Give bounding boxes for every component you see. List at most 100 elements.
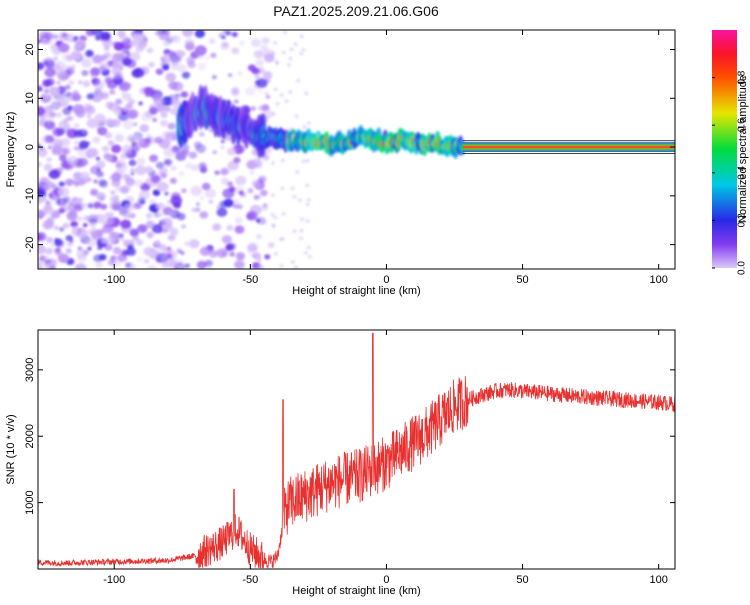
- noise-blob: [87, 177, 92, 182]
- noise-blob: [38, 147, 48, 158]
- noise-blob: [227, 242, 237, 251]
- noise-blob: [59, 68, 67, 75]
- noise-blob: [95, 160, 106, 169]
- noise-blob: [75, 109, 86, 118]
- noise-blob: [155, 103, 166, 113]
- noise-blob: [133, 122, 138, 127]
- noise-blob: [145, 133, 151, 138]
- heatmap-frame: [37, 29, 676, 270]
- noise-blob: [245, 87, 256, 96]
- noise-blob: [119, 237, 125, 242]
- noise-blob: [287, 63, 291, 67]
- noise-blob: [156, 30, 166, 35]
- noise-blob: [136, 239, 144, 246]
- noise-blob: [291, 260, 295, 264]
- noise-blob: [260, 44, 268, 51]
- noise-blob: [50, 242, 56, 248]
- noise-blobs: [38, 30, 312, 269]
- noise-blob: [58, 226, 65, 232]
- noise-blob: [181, 71, 191, 79]
- noise-blob: [302, 125, 307, 129]
- noise-blob: [154, 227, 162, 233]
- noise-blob: [158, 167, 168, 175]
- noise-blob: [65, 178, 74, 186]
- noise-blob: [180, 91, 189, 98]
- noise-blob: [181, 149, 190, 156]
- noise-blob: [86, 147, 99, 158]
- noise-blob: [126, 51, 131, 56]
- noise-blob: [82, 223, 88, 228]
- noise-blob: [113, 108, 122, 115]
- noise-blob: [228, 73, 233, 77]
- noise-blob: [162, 64, 170, 71]
- noise-blob: [233, 99, 239, 104]
- noise-blob: [130, 168, 136, 173]
- noise-blob: [164, 106, 171, 112]
- noise-blob: [92, 136, 101, 144]
- noise-blob: [122, 119, 134, 130]
- noise-blob: [258, 88, 263, 93]
- colorbar: [712, 30, 737, 268]
- noise-blob: [76, 216, 83, 222]
- noise-blob: [134, 179, 144, 188]
- noise-blob: [112, 246, 122, 255]
- noise-blob: [260, 189, 268, 197]
- noise-blob: [64, 84, 71, 90]
- noise-blob: [71, 196, 81, 205]
- noise-blob: [233, 157, 241, 164]
- noise-blob: [307, 121, 311, 125]
- noise-blob: [95, 261, 103, 269]
- noise-blob: [102, 53, 110, 60]
- noise-blob: [120, 152, 129, 160]
- noise-blob: [129, 228, 139, 237]
- noise-blob: [157, 211, 165, 218]
- noise-blob: [196, 260, 207, 269]
- noise-blob: [110, 190, 116, 195]
- noise-blob: [71, 93, 82, 102]
- noise-blob: [117, 253, 128, 262]
- noise-blob: [236, 204, 243, 210]
- noise-blob: [121, 57, 133, 66]
- noise-blob: [45, 247, 54, 255]
- noise-blob: [115, 98, 123, 105]
- noise-blob: [56, 197, 68, 207]
- noise-blob: [102, 40, 108, 45]
- noise-blob: [255, 59, 264, 67]
- noise-blob: [181, 188, 187, 193]
- noise-blob: [126, 134, 136, 143]
- noise-blob: [132, 235, 139, 241]
- noise-blob: [176, 64, 187, 73]
- y-axis-label: SNR (10 * v/v): [5, 414, 17, 484]
- noise-blob: [52, 144, 63, 154]
- noise-blob: [238, 190, 244, 195]
- noise-blob: [58, 166, 65, 172]
- noise-blob: [103, 45, 110, 51]
- noise-blob: [234, 217, 243, 224]
- noise-blob: [102, 223, 114, 234]
- noise-blob: [246, 212, 256, 221]
- noise-blob: [62, 222, 70, 229]
- noise-blob: [86, 202, 94, 209]
- noise-blob: [214, 170, 220, 175]
- noise-blob: [97, 126, 108, 136]
- noise-blob: [145, 137, 151, 143]
- noise-blob: [271, 112, 276, 116]
- noise-blob: [160, 111, 168, 118]
- noise-blob: [58, 43, 70, 53]
- noise-blob: [93, 213, 106, 224]
- noise-blob: [41, 179, 53, 190]
- noise-blob: [97, 171, 104, 177]
- noise-blob: [251, 67, 260, 75]
- noise-blob: [255, 160, 263, 167]
- noise-blob: [220, 139, 225, 144]
- colorbar-tick-label: 0.8: [737, 70, 748, 84]
- noise-blob: [165, 131, 177, 142]
- noise-blob: [216, 248, 228, 258]
- noise-blob: [146, 264, 157, 269]
- noise-blob: [282, 50, 286, 55]
- noise-blob: [56, 81, 61, 85]
- noise-blob: [111, 52, 124, 63]
- noise-blob: [199, 196, 205, 200]
- noise-blob: [66, 54, 74, 62]
- y-tick-label: 10: [24, 92, 36, 104]
